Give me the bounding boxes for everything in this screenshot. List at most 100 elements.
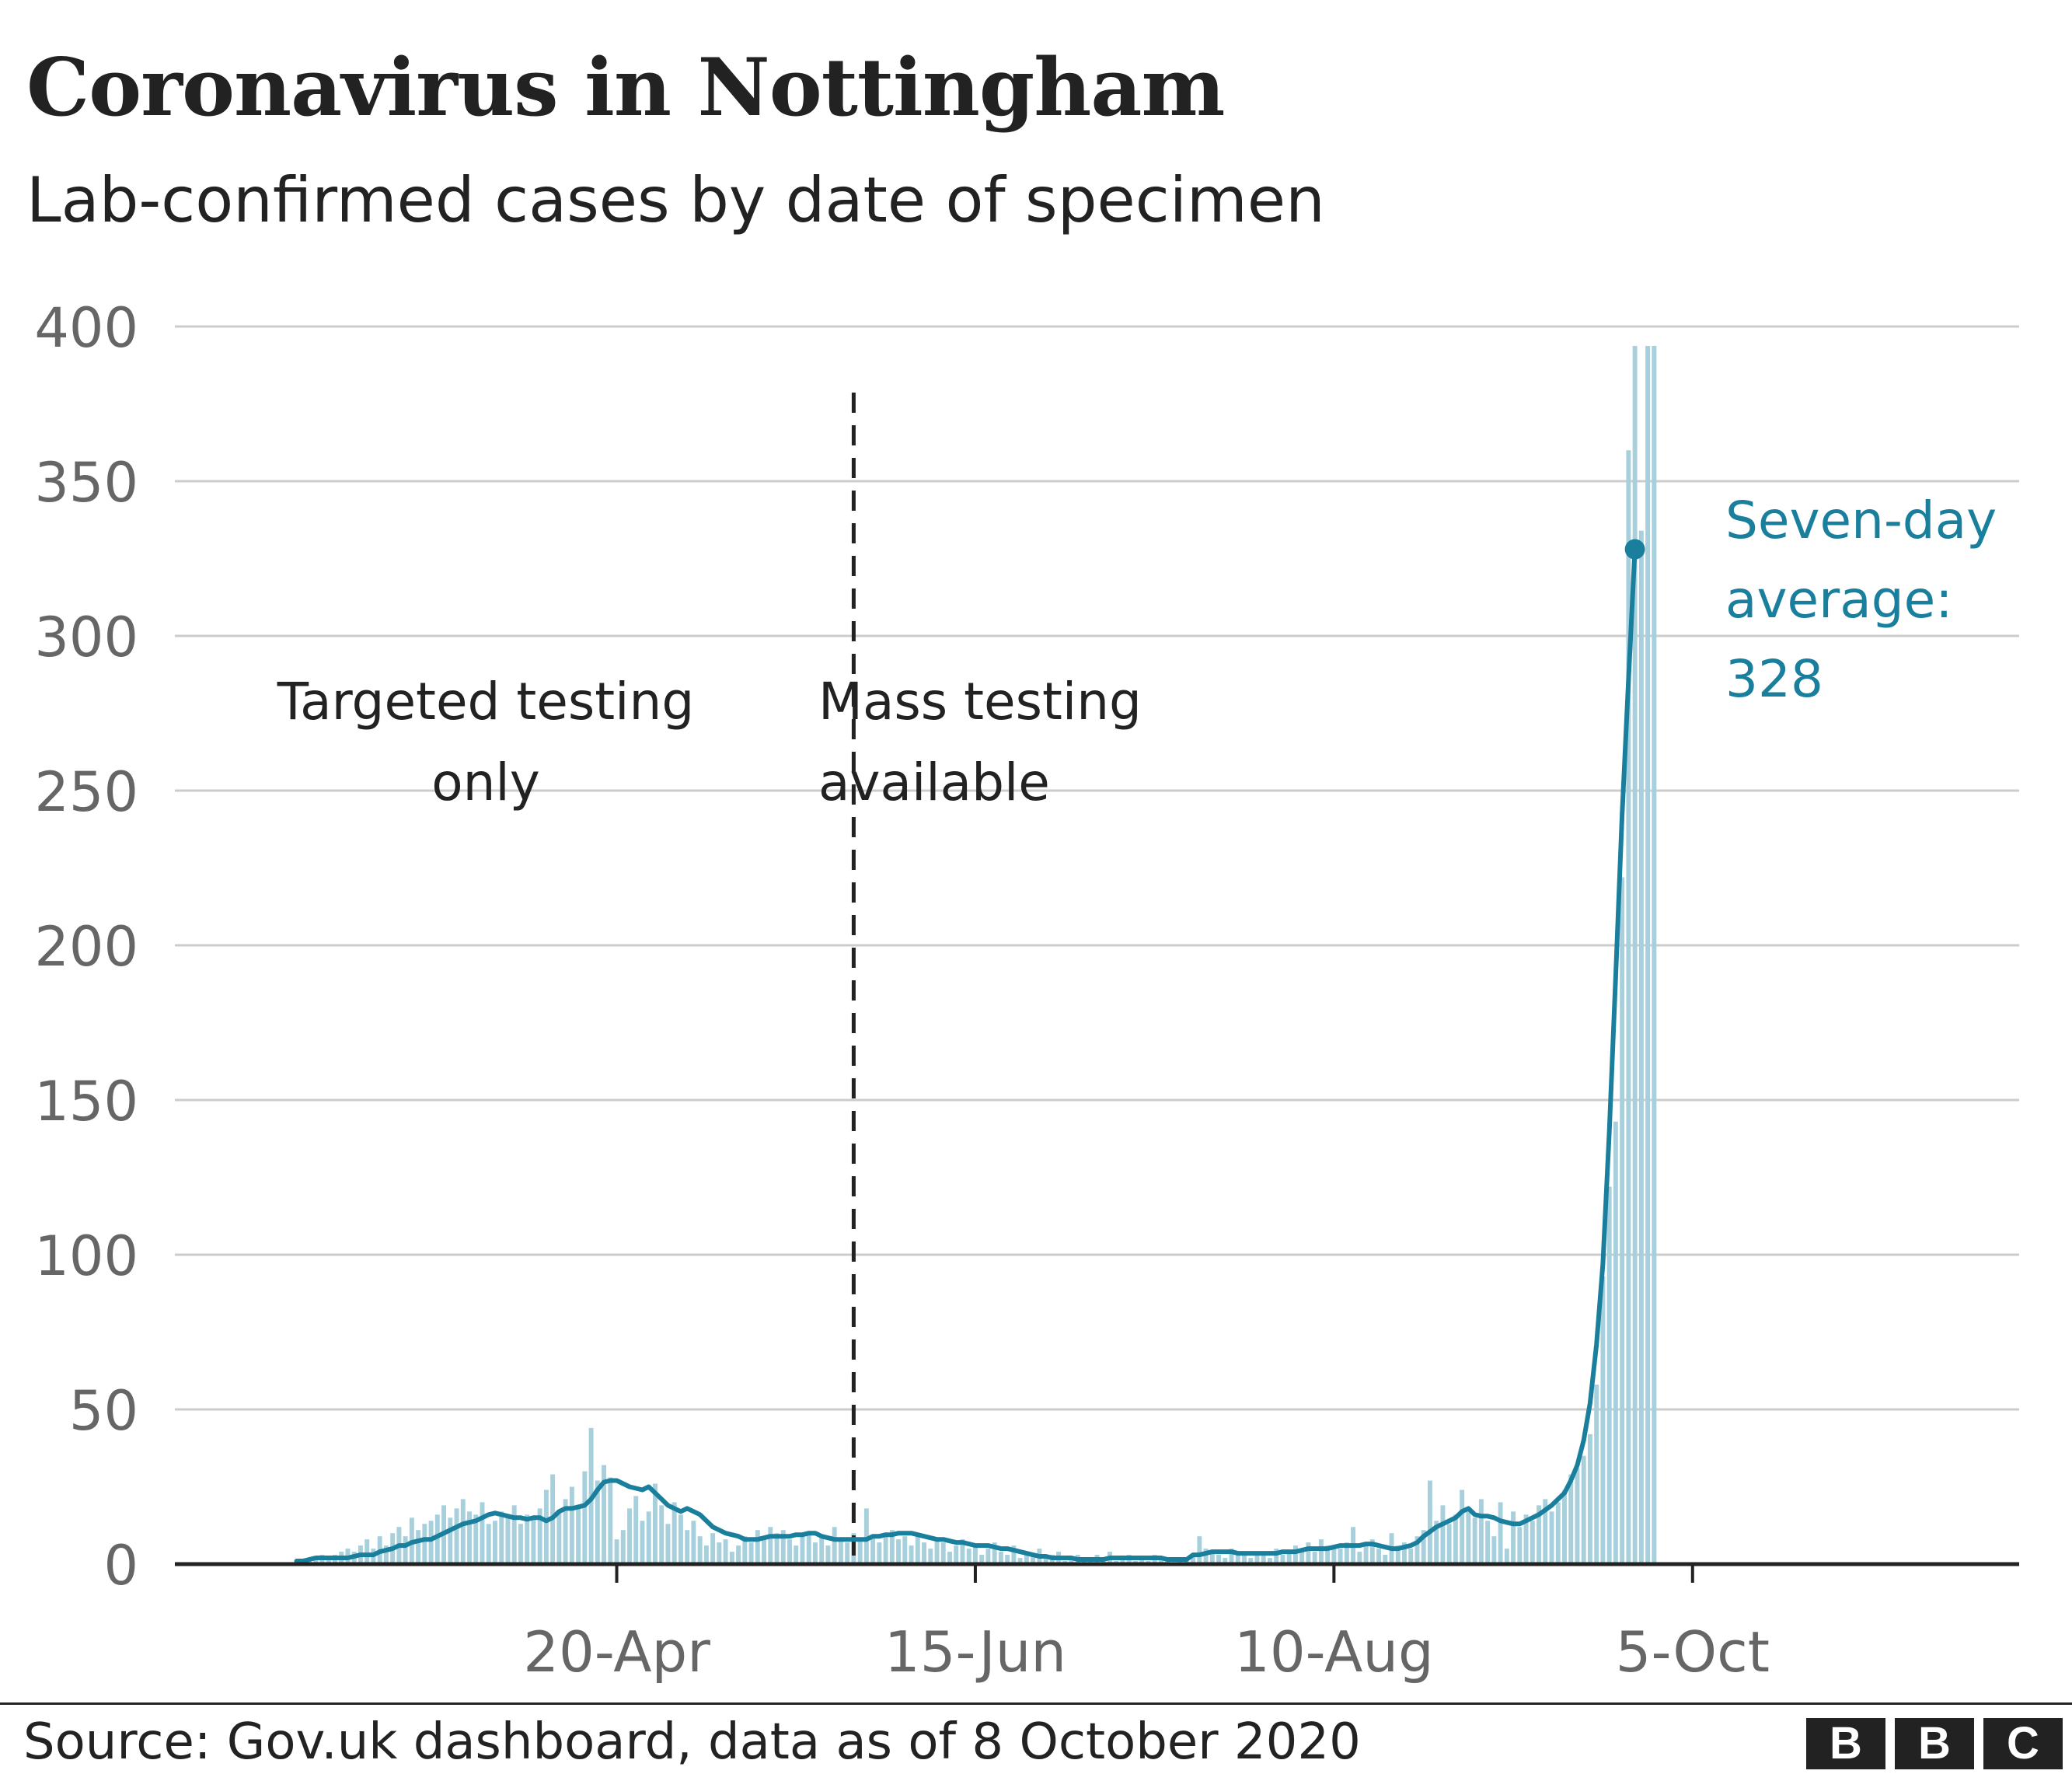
daily-case-bar	[1562, 1489, 1567, 1564]
daily-case-bar	[569, 1486, 574, 1564]
daily-case-bar	[1485, 1521, 1491, 1564]
y-tick-label: 300	[34, 606, 138, 669]
average-end-marker	[1624, 539, 1645, 560]
daily-case-bar	[653, 1483, 658, 1564]
daily-case-bar	[595, 1480, 600, 1564]
daily-case-bar	[1120, 1558, 1125, 1564]
daily-case-bar	[1280, 1555, 1285, 1564]
daily-case-bar	[543, 1489, 549, 1564]
daily-case-bar	[1292, 1545, 1298, 1564]
daily-case-bar	[576, 1508, 581, 1564]
daily-case-bar	[1453, 1514, 1458, 1564]
daily-case-bar	[838, 1539, 843, 1564]
daily-case-bar	[863, 1508, 869, 1564]
footer-divider	[0, 1702, 2072, 1705]
daily-case-bar	[1242, 1552, 1247, 1564]
daily-case-bar	[800, 1536, 805, 1564]
daily-case-bar	[883, 1533, 888, 1564]
chart-title: Coronavirus in Nottingham	[26, 41, 1225, 134]
daily-case-bar	[1414, 1536, 1420, 1564]
daily-case-bar	[1549, 1511, 1554, 1564]
y-tick-label: 50	[69, 1379, 138, 1443]
daily-case-bar	[416, 1530, 421, 1564]
daily-case-bar	[717, 1542, 722, 1564]
daily-case-bar	[703, 1545, 709, 1564]
daily-case-bar	[979, 1555, 985, 1564]
daily-case-bar	[556, 1511, 562, 1564]
bbc-logo-letter: B	[1895, 1718, 1974, 1769]
daily-case-bar	[928, 1549, 933, 1564]
daily-case-bar	[825, 1545, 831, 1564]
daily-case-bar	[454, 1508, 459, 1564]
daily-case-bar	[857, 1539, 863, 1564]
daily-case-bar	[313, 1558, 319, 1564]
daily-case-bar	[794, 1545, 799, 1564]
daily-case-bar	[1620, 877, 1625, 1564]
daily-case-bar	[1369, 1539, 1375, 1564]
daily-case-bar	[473, 1514, 479, 1564]
daily-case-bar	[729, 1552, 734, 1564]
daily-case-bar	[640, 1521, 645, 1564]
daily-case-bar	[1543, 1499, 1548, 1564]
daily-case-bar	[985, 1549, 991, 1564]
daily-case-bar	[646, 1511, 651, 1564]
daily-case-bar	[1594, 1385, 1599, 1564]
daily-case-bar	[1466, 1508, 1471, 1564]
daily-case-bar	[909, 1545, 914, 1564]
daily-case-bar	[1511, 1511, 1516, 1564]
daily-case-bar	[954, 1545, 959, 1564]
daily-case-bar	[1504, 1549, 1509, 1564]
daily-case-bar	[1216, 1555, 1222, 1564]
daily-case-bar	[1363, 1545, 1369, 1564]
daily-case-bar	[755, 1530, 760, 1564]
daily-case-bar	[1606, 1186, 1612, 1564]
annotations: Targeted testing only Mass testing availabl…	[277, 491, 1997, 812]
daily-case-bar	[678, 1514, 683, 1564]
daily-case-bar	[1491, 1536, 1497, 1564]
daily-case-bar	[486, 1524, 491, 1564]
daily-case-bar	[934, 1539, 940, 1564]
daily-case-bar	[1478, 1499, 1484, 1564]
daily-case-bar	[1254, 1555, 1260, 1564]
y-axis-labels: 0 50 100 150 200 250 300 350 400	[34, 296, 138, 1598]
daily-case-bar	[1395, 1545, 1401, 1564]
daily-case-bar	[947, 1552, 952, 1564]
targeted-testing-label: Targeted testing	[277, 672, 694, 732]
daily-case-bar	[665, 1524, 671, 1564]
daily-case-bar	[915, 1533, 920, 1564]
daily-case-bar	[1344, 1542, 1349, 1564]
daily-case-bar	[1223, 1558, 1228, 1564]
daily-case-bar	[1645, 346, 1651, 1564]
daily-case-bar	[1158, 1558, 1163, 1564]
daily-case-bar	[1268, 1558, 1272, 1564]
daily-case-bar	[922, 1542, 926, 1564]
daily-case-bar	[1530, 1521, 1535, 1564]
y-tick-label: 350	[34, 451, 138, 515]
daily-case-bar	[736, 1545, 741, 1564]
daily-case-bar	[1652, 346, 1657, 1564]
daily-case-bar	[1600, 1276, 1606, 1564]
daily-case-bar	[768, 1527, 773, 1564]
daily-case-bar	[691, 1521, 696, 1564]
daily-case-bar	[832, 1527, 837, 1564]
daily-case-bar	[1638, 530, 1644, 1565]
daily-case-bar	[1312, 1552, 1317, 1564]
daily-case-bar	[1568, 1474, 1574, 1564]
gridlines	[175, 325, 2019, 1411]
daily-case-bar	[1043, 1558, 1048, 1564]
daily-case-bar	[518, 1524, 523, 1564]
daily-case-bar	[902, 1536, 908, 1564]
daily-case-bar	[1299, 1549, 1305, 1564]
daily-case-bar	[1024, 1552, 1029, 1564]
daily-case-bar	[602, 1465, 607, 1564]
seven-day-average-label: Seven-day	[1725, 491, 1997, 550]
chart: 0 50 100 150 200 250 300 350 400 20-Apr 15-Jun 10-…	[34, 296, 2019, 1685]
daily-case-bar	[1517, 1527, 1523, 1564]
daily-case-bar	[1286, 1552, 1292, 1564]
daily-case-bar	[819, 1536, 825, 1564]
bbc-logo-letter: C	[1983, 1718, 2063, 1769]
daily-case-bar	[1318, 1539, 1324, 1564]
daily-case-bar	[685, 1530, 690, 1564]
daily-case-bar	[1632, 346, 1638, 1564]
daily-case-bar	[742, 1536, 748, 1564]
